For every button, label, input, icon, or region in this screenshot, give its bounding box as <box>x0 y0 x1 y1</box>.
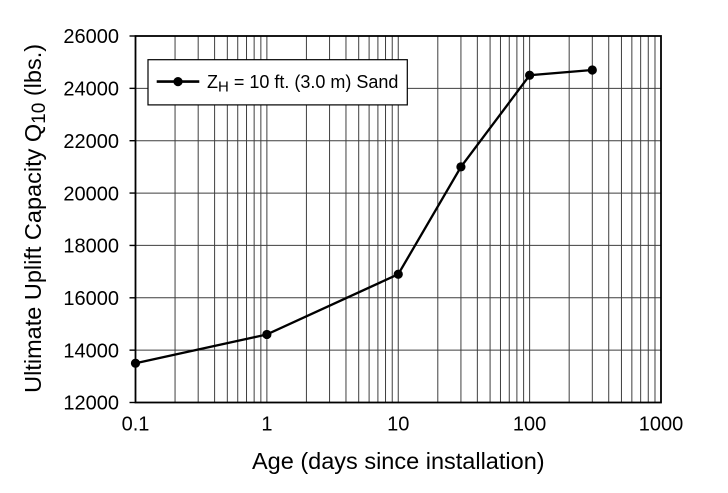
svg-text:Ultimate Uplift Capacity Q10 (: Ultimate Uplift Capacity Q10 (lbs.) <box>20 44 50 393</box>
svg-text:10: 10 <box>387 414 409 436</box>
svg-text:100: 100 <box>513 414 546 436</box>
svg-text:ZH = 10 ft. (3.0 m) Sand: ZH = 10 ft. (3.0 m) Sand <box>207 72 398 96</box>
svg-text:24000: 24000 <box>63 79 119 101</box>
svg-text:Age (days since installation): Age (days since installation) <box>252 448 545 474</box>
svg-text:0.1: 0.1 <box>122 414 150 436</box>
svg-text:20000: 20000 <box>63 183 119 205</box>
svg-text:12000: 12000 <box>63 393 119 415</box>
svg-text:14000: 14000 <box>63 340 119 362</box>
svg-text:18000: 18000 <box>63 236 119 258</box>
svg-text:16000: 16000 <box>63 288 119 310</box>
svg-text:1: 1 <box>261 414 272 436</box>
svg-text:1000: 1000 <box>639 414 684 436</box>
svg-text:26000: 26000 <box>63 26 119 48</box>
svg-text:22000: 22000 <box>63 131 119 153</box>
